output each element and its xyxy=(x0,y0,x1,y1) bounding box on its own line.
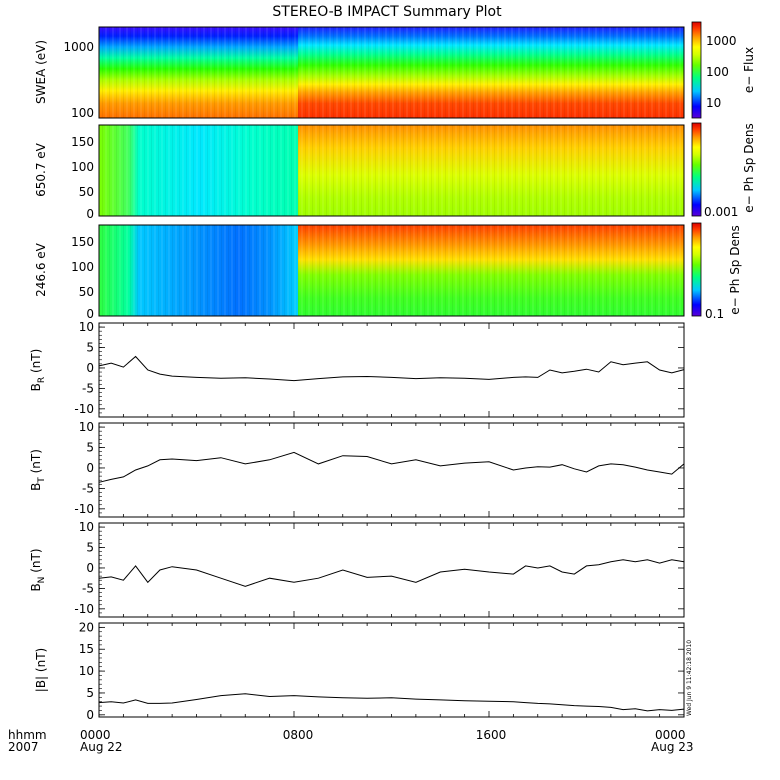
pad-246-frame xyxy=(98,224,685,317)
bn-panel: 10 5 0 -5 -10 BN (nT) xyxy=(29,520,685,618)
xtick-0800: 0800 xyxy=(283,728,314,742)
br-ytick: 10 xyxy=(79,320,94,334)
xtick-1600: 1600 xyxy=(476,728,507,742)
pad-650-ytick-50: 50 xyxy=(79,185,94,199)
swea-ytick-1000: 1000 xyxy=(63,40,94,54)
br-ytick: 0 xyxy=(86,361,94,375)
bn-ytick: 0 xyxy=(86,561,94,575)
bmag-ytick: 20 xyxy=(79,620,94,634)
pad-650-panel: 650.7 eV 150 100 50 0 0.001 e− Ph Sp Den… xyxy=(34,122,756,221)
bmag-ytick: 0 xyxy=(86,708,94,722)
swea-cbar-tick-10: 10 xyxy=(706,96,721,110)
swea-cbar-tick-100: 100 xyxy=(706,65,729,79)
pad-246-colorbar xyxy=(691,222,702,317)
bt-frame xyxy=(98,422,685,518)
br-ytick: 5 xyxy=(86,341,94,355)
pad-650-ylabel: 650.7 eV xyxy=(34,142,48,197)
bn-ytick: -5 xyxy=(82,581,94,595)
br-trace xyxy=(98,355,685,382)
xtick-0000-start: 0000 xyxy=(80,728,111,742)
generation-timestamp: Wed Jun 9 11:42:18 2010 xyxy=(686,640,693,716)
bt-panel: 10 5 0 -5 -10 BT (nT) xyxy=(29,420,685,518)
date-end: Aug 23 xyxy=(651,740,694,754)
br-ytick: -10 xyxy=(74,402,94,416)
bmag-trace xyxy=(98,693,685,712)
line-panels: 10 5 0 -5 -10 BR (nT) 10 5 0 -5 -10 BT (nT) 10 5 0 -5 -1… xyxy=(29,320,685,722)
bmag-ytick: 15 xyxy=(79,642,94,656)
pad-246-ytick-0: 0 xyxy=(86,307,94,321)
bt-ytick: 5 xyxy=(86,441,94,455)
bn-ytick: 5 xyxy=(86,541,94,555)
swea-cbar-tick-1000: 1000 xyxy=(706,34,737,48)
hhmm-label: hhmm xyxy=(8,728,47,742)
pad-650-ytick-0: 0 xyxy=(86,207,94,221)
year-label: 2007 xyxy=(8,740,39,754)
bt-ytick: 10 xyxy=(79,420,94,434)
pad-246-ylabel: 246.6 eV xyxy=(34,242,48,297)
pad-246-ytick-100: 100 xyxy=(71,260,94,274)
bt-ytick: 0 xyxy=(86,461,94,475)
pad-246-cbar-label: e− Ph Sp Dens xyxy=(728,225,742,314)
pad-246-ytick-150: 150 xyxy=(71,235,94,249)
br-frame xyxy=(98,322,685,418)
pad-246-cbar-tick: 0.1 xyxy=(705,307,724,321)
bmag-frame xyxy=(98,622,685,718)
bn-frame xyxy=(98,522,685,618)
pad-650-cbar-tick: 0.001 xyxy=(704,205,738,219)
pad-650-ytick-100: 100 xyxy=(71,160,94,174)
xtick-0000-end: 0000 xyxy=(655,728,686,742)
bt-trace xyxy=(98,451,685,483)
bt-ylabel: BT (nT) xyxy=(29,449,47,491)
bt-ytick: -5 xyxy=(82,481,94,495)
pad-246-panel: 246.6 eV 150 100 50 0 0.1 e− Ph Sp Dens xyxy=(34,222,742,321)
chart-title: STEREO-B IMPACT Summary Plot xyxy=(272,4,502,20)
br-ytick: -5 xyxy=(82,381,94,395)
br-panel: 10 5 0 -5 -10 BR (nT) xyxy=(29,320,685,418)
bn-ytick: 10 xyxy=(79,520,94,534)
bmag-panel: 20 15 10 5 0 |B| (nT) xyxy=(34,620,685,722)
swea-frame xyxy=(98,26,685,119)
swea-colorbar xyxy=(691,21,702,119)
pad-650-ytick-150: 150 xyxy=(71,135,94,149)
bn-ylabel: BN (nT) xyxy=(29,548,47,591)
date-start: Aug 22 xyxy=(80,740,123,754)
pad-650-frame xyxy=(98,124,685,217)
pad-650-cbar-label: e− Ph Sp Dens xyxy=(742,123,756,212)
swea-ylabel: SWEA (eV) xyxy=(34,40,48,104)
bmag-ytick: 5 xyxy=(86,686,94,700)
br-ylabel: BR (nT) xyxy=(29,349,47,392)
bt-ytick: -10 xyxy=(74,502,94,516)
pad-246-ytick-50: 50 xyxy=(79,285,94,299)
swea-cbar-label: e− Flux xyxy=(742,47,756,93)
swea-panel: SWEA (eV) 1000 100 1000 100 10 e− Flux xyxy=(34,21,756,120)
swea-ytick-100: 100 xyxy=(71,106,94,120)
bmag-ytick: 10 xyxy=(79,664,94,678)
bn-ytick: -10 xyxy=(74,602,94,616)
bn-trace xyxy=(98,559,685,587)
pad-650-colorbar xyxy=(691,122,702,217)
time-axis: hhmm 2007 0000 0800 1600 0000 Aug 22 Aug… xyxy=(8,728,694,754)
bmag-ylabel: |B| (nT) xyxy=(34,648,48,692)
